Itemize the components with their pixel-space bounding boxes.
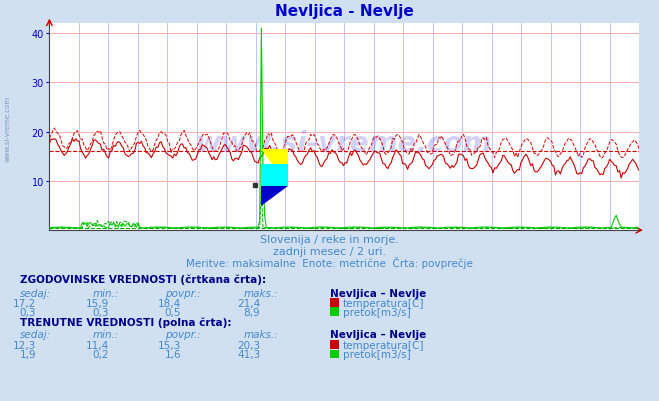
Text: 20,3: 20,3 xyxy=(237,340,260,350)
Text: 18,4: 18,4 xyxy=(158,298,181,308)
Text: Nevljica – Nevlje: Nevljica – Nevlje xyxy=(330,288,426,298)
Polygon shape xyxy=(262,164,287,186)
Text: 12,3: 12,3 xyxy=(13,340,36,350)
Text: 0,2: 0,2 xyxy=(92,349,109,359)
Text: 0,3: 0,3 xyxy=(20,307,36,317)
Text: zadnji mesec / 2 uri.: zadnji mesec / 2 uri. xyxy=(273,247,386,257)
Text: maks.:: maks.: xyxy=(244,330,279,340)
Text: 0,3: 0,3 xyxy=(92,307,109,317)
Text: 15,9: 15,9 xyxy=(86,298,109,308)
Text: 0,5: 0,5 xyxy=(165,307,181,317)
Text: pretok[m3/s]: pretok[m3/s] xyxy=(343,349,411,359)
Text: 1,6: 1,6 xyxy=(165,349,181,359)
Text: 15,3: 15,3 xyxy=(158,340,181,350)
Text: 8,9: 8,9 xyxy=(244,307,260,317)
Text: TRENUTNE VREDNOSTI (polna črta):: TRENUTNE VREDNOSTI (polna črta): xyxy=(20,317,231,328)
Text: www.si-vreme.com: www.si-vreme.com xyxy=(5,95,11,161)
Text: 11,4: 11,4 xyxy=(86,340,109,350)
Text: 21,4: 21,4 xyxy=(237,298,260,308)
Text: sedaj:: sedaj: xyxy=(20,330,51,340)
Text: sedaj:: sedaj: xyxy=(20,288,51,298)
Text: ZGODOVINSKE VREDNOSTI (črtkana črta):: ZGODOVINSKE VREDNOSTI (črtkana črta): xyxy=(20,274,266,285)
Polygon shape xyxy=(262,186,287,206)
Text: povpr.:: povpr.: xyxy=(165,330,200,340)
Text: povpr.:: povpr.: xyxy=(165,288,200,298)
Text: pretok[m3/s]: pretok[m3/s] xyxy=(343,307,411,317)
Text: 17,2: 17,2 xyxy=(13,298,36,308)
Text: maks.:: maks.: xyxy=(244,288,279,298)
Text: Meritve: maksimalne  Enote: metrične  Črta: povprečje: Meritve: maksimalne Enote: metrične Črta… xyxy=(186,257,473,269)
Text: Slovenija / reke in morje.: Slovenija / reke in morje. xyxy=(260,235,399,245)
Polygon shape xyxy=(262,150,287,186)
Text: min.:: min.: xyxy=(92,288,119,298)
Text: Nevljica – Nevlje: Nevljica – Nevlje xyxy=(330,330,426,340)
Text: temperatura[C]: temperatura[C] xyxy=(343,340,424,350)
Text: min.:: min.: xyxy=(92,330,119,340)
Text: temperatura[C]: temperatura[C] xyxy=(343,298,424,308)
Title: Nevljica - Nevlje: Nevljica - Nevlje xyxy=(275,4,414,19)
Text: www.si-vreme.com: www.si-vreme.com xyxy=(196,130,492,158)
Text: 41,3: 41,3 xyxy=(237,349,260,359)
Text: 1,9: 1,9 xyxy=(20,349,36,359)
